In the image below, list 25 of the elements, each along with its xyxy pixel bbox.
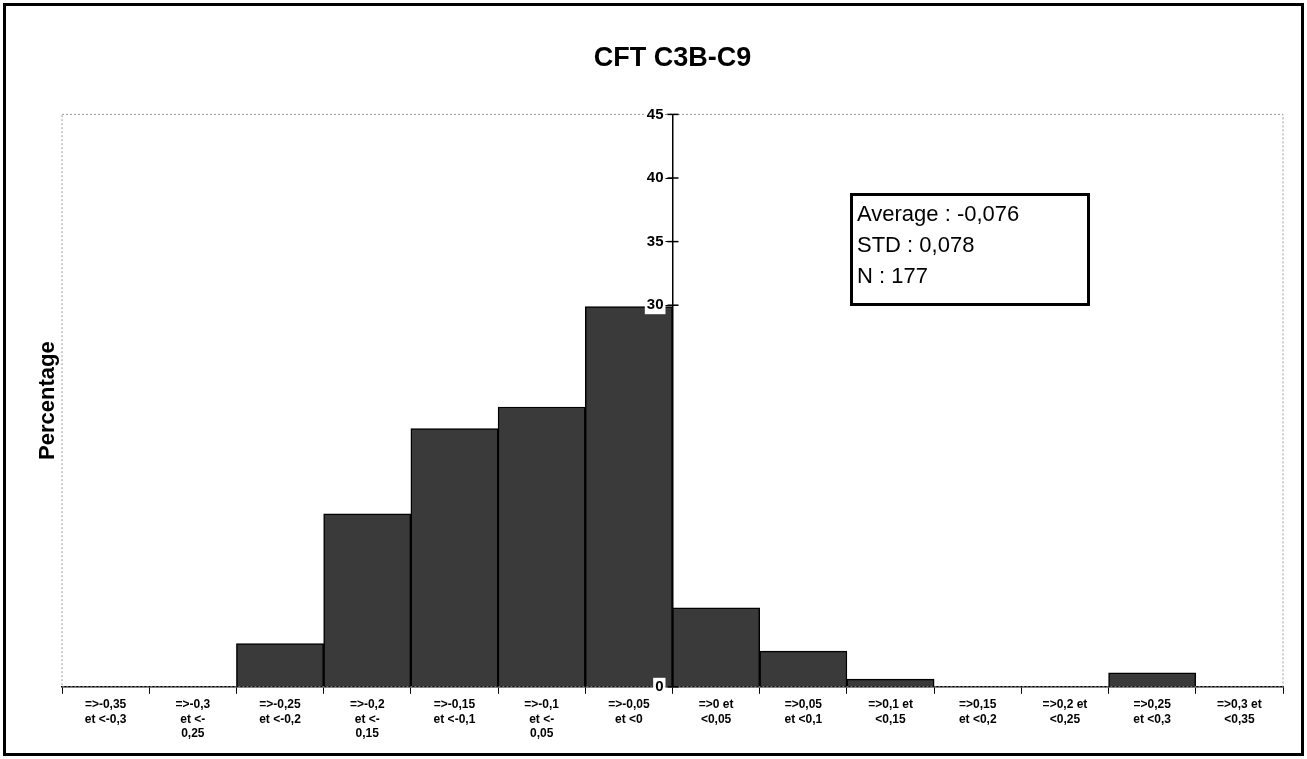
x-tick-label: =>0 et <0,05	[698, 697, 734, 726]
y-tick-label: 0	[655, 676, 664, 694]
annotation: Average : -0,076	[857, 200, 1021, 228]
chart-title: CFT C3B-C9	[593, 41, 752, 72]
x-tick-label: =>0,25 et <0,3	[1133, 697, 1172, 726]
x-tick-label: =>0,15 et <0,2	[958, 697, 997, 726]
x-tick-label: =>-0,15 et <-0,1	[433, 697, 476, 726]
x-tick-label: =>0,1 et <0,15	[868, 697, 913, 726]
x-tick-label: =>0,3 et <0,35	[1217, 697, 1262, 726]
note-box: Average : -0,076 STD : 0,078 N : 177	[850, 193, 1090, 306]
y-axis-title: Percentage	[34, 341, 60, 460]
x-tick-label: =>0,2 et <0,25	[1042, 697, 1088, 726]
y-tick-label: 35	[646, 231, 664, 249]
x-tick-label: =>-0,3 et <-0,25	[175, 697, 211, 741]
x-tick-label: =>-0,1 et <-0,05	[524, 697, 560, 741]
y-tick-label: 40	[646, 168, 664, 186]
x-tick-label: =>-0,25 et <-0,2	[259, 697, 302, 726]
x-tick-label: =>0,05 et <0,1	[784, 697, 823, 726]
y-tick-label: 45	[646, 104, 664, 122]
annotation: STD : 0,078	[857, 231, 976, 259]
annotation: N : 177	[857, 262, 929, 290]
x-tick-label: =>-0,2 et <-0,15	[349, 697, 385, 741]
x-tick-label: =>-0,05 et <0	[608, 697, 650, 726]
x-tick-label: =>-0,35 et <-0,3	[84, 697, 127, 726]
y-tick-label: 30	[646, 295, 664, 313]
